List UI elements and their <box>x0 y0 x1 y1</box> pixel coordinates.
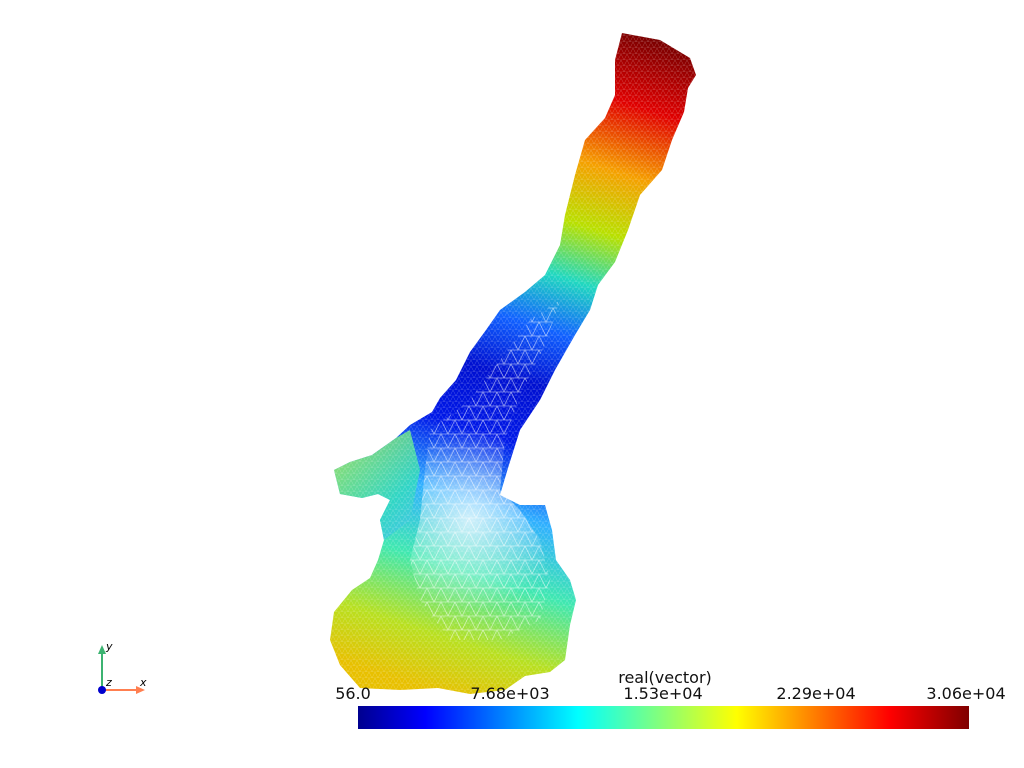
orientation-axes <box>98 645 145 694</box>
scalar-bar-colormap <box>358 706 969 729</box>
scalar-bar-tick: 3.06e+04 <box>926 684 1006 703</box>
scalar-bar-title: real(vector) <box>618 668 712 687</box>
scalar-bar-tick: 2.29e+04 <box>776 684 856 703</box>
y-axis-label: y <box>106 640 113 653</box>
scalar-bar-tick: 1.53e+04 <box>623 684 703 703</box>
scalar-bar-tick: 56.0 <box>335 684 371 703</box>
x-axis-label: x <box>140 676 147 689</box>
z-axis-dot <box>98 686 106 694</box>
scalar-bar-tick: 7.68e+03 <box>470 684 550 703</box>
z-axis-label: z <box>106 676 112 689</box>
mesh-lines-fine <box>330 33 696 694</box>
